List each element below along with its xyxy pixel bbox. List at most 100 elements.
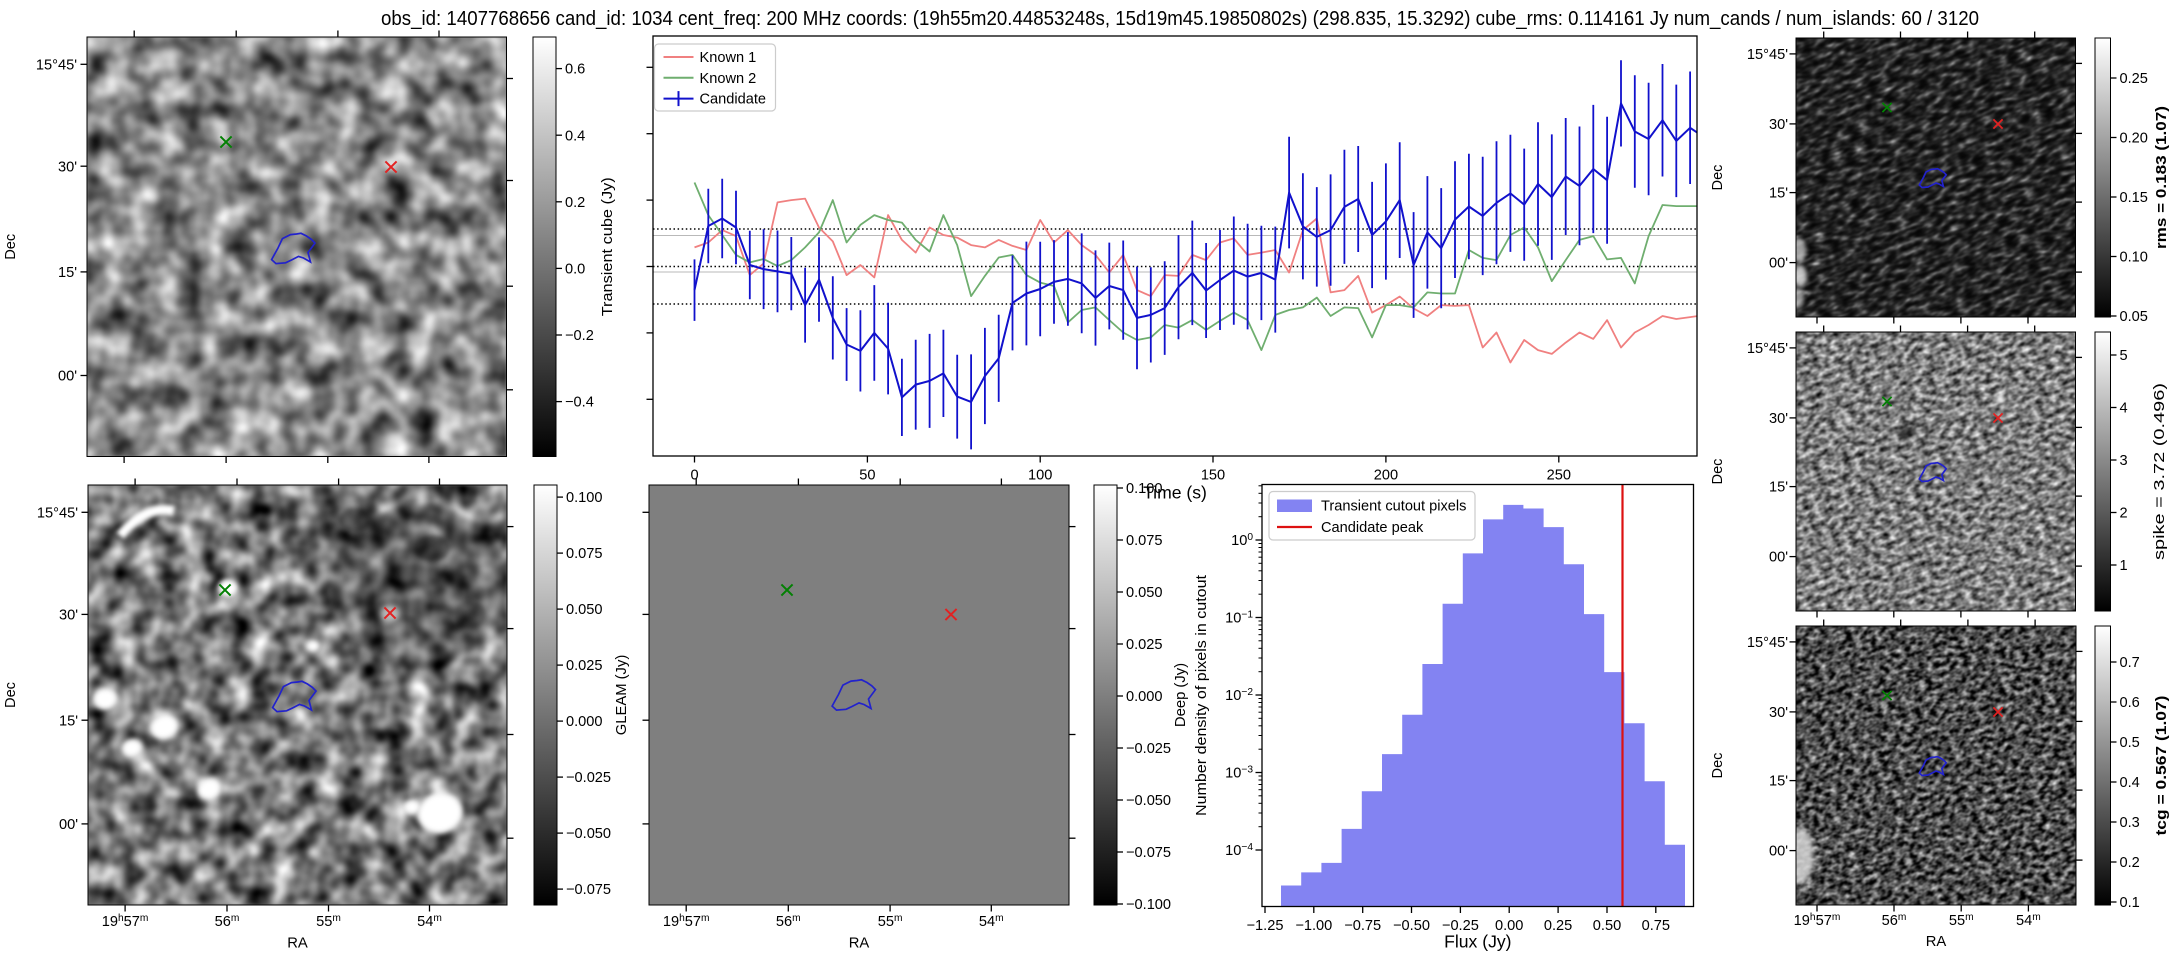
svg-text:−0.075: −0.075 [1126, 845, 1171, 861]
svg-text:rms = 0.183 (1.07): rms = 0.183 (1.07) [2154, 106, 2170, 249]
svg-text:250: 250 [1547, 468, 1571, 484]
svg-text:0.7: 0.7 [2120, 655, 2140, 671]
svg-text:Dec: Dec [1710, 459, 1726, 485]
svg-text:−0.100: −0.100 [1126, 897, 1171, 913]
svg-text:15°45': 15°45' [1747, 341, 1788, 357]
svg-text:RA: RA [1926, 934, 1947, 950]
svg-text:150: 150 [1201, 468, 1225, 484]
svg-text:0.50: 0.50 [1593, 918, 1621, 934]
svg-text:−0.075: −0.075 [566, 882, 611, 898]
svg-text:0.075: 0.075 [1126, 533, 1163, 549]
svg-text:15°45': 15°45' [1747, 47, 1788, 63]
svg-text:0.3: 0.3 [2120, 815, 2140, 831]
svg-text:0.10: 0.10 [2120, 250, 2148, 266]
svg-text:RA: RA [287, 936, 308, 952]
svg-text:GLEAM (Jy): GLEAM (Jy) [614, 655, 630, 736]
svg-text:Dec: Dec [1710, 753, 1726, 779]
svg-text:0.05: 0.05 [2120, 309, 2148, 325]
svg-text:−1.25: −1.25 [1247, 918, 1284, 934]
svg-text:5: 5 [2120, 348, 2128, 364]
svg-text:15': 15' [1769, 480, 1788, 496]
svg-text:00': 00' [58, 369, 77, 385]
svg-text:0.000: 0.000 [1126, 689, 1163, 705]
svg-text:0.2: 0.2 [2120, 855, 2140, 871]
svg-text:0.000: 0.000 [566, 714, 603, 730]
svg-text:00': 00' [1769, 256, 1788, 272]
svg-text:Number density of pixels in cu: Number density of pixels in cutout [1194, 575, 1210, 816]
svg-text:0.1: 0.1 [2120, 895, 2140, 911]
svg-text:obs_id: 1407768656 cand_id: 10: obs_id: 1407768656 cand_id: 1034 cent_fr… [381, 7, 1979, 30]
svg-text:0.5: 0.5 [2120, 735, 2140, 751]
svg-text:−0.75: −0.75 [1344, 918, 1381, 934]
svg-text:0.25: 0.25 [2120, 71, 2148, 87]
svg-text:−0.2: −0.2 [565, 328, 594, 344]
svg-text:30': 30' [1769, 117, 1788, 133]
svg-text:0.4: 0.4 [565, 128, 585, 144]
svg-text:4: 4 [2120, 401, 2128, 417]
svg-text:−0.4: −0.4 [565, 395, 594, 411]
svg-text:−1.00: −1.00 [1295, 918, 1332, 934]
svg-text:3: 3 [2120, 453, 2128, 469]
svg-text:0.6: 0.6 [565, 62, 585, 78]
svg-text:−0.50: −0.50 [1393, 918, 1430, 934]
svg-text:0.050: 0.050 [566, 602, 603, 618]
svg-text:spike = 3.72 (0.496): spike = 3.72 (0.496) [2152, 383, 2168, 560]
svg-text:−0.25: −0.25 [1442, 918, 1479, 934]
svg-text:Dec: Dec [3, 234, 19, 260]
svg-text:30': 30' [59, 608, 78, 624]
svg-text:Transient cutout pixels: Transient cutout pixels [1321, 499, 1466, 515]
svg-text:Dec: Dec [1710, 165, 1726, 191]
svg-text:30': 30' [1769, 705, 1788, 721]
svg-text:15°45': 15°45' [1747, 635, 1788, 651]
svg-text:Deep (Jy): Deep (Jy) [1173, 663, 1189, 727]
svg-text:30': 30' [58, 159, 77, 175]
svg-text:0.2: 0.2 [565, 195, 585, 211]
svg-text:15': 15' [1769, 186, 1788, 202]
svg-text:19h57m: 19h57m [1794, 912, 1841, 929]
svg-text:0.100: 0.100 [566, 490, 603, 506]
svg-text:30': 30' [1769, 411, 1788, 427]
svg-text:00': 00' [1769, 844, 1788, 860]
svg-text:0.75: 0.75 [1642, 918, 1670, 934]
svg-text:15': 15' [58, 265, 77, 281]
svg-text:15': 15' [59, 713, 78, 729]
svg-text:−0.025: −0.025 [566, 770, 611, 786]
svg-text:0.100: 0.100 [1126, 481, 1163, 497]
svg-text:15°45': 15°45' [37, 505, 78, 521]
svg-text:Dec: Dec [3, 682, 19, 708]
svg-text:15': 15' [1769, 774, 1788, 790]
svg-text:0.4: 0.4 [2120, 775, 2140, 791]
svg-text:15°45': 15°45' [36, 57, 77, 73]
svg-text:19h57m: 19h57m [102, 913, 149, 930]
svg-text:0.025: 0.025 [566, 658, 603, 674]
svg-text:0.15: 0.15 [2120, 190, 2148, 206]
svg-text:200: 200 [1374, 468, 1398, 484]
svg-text:Known 2: Known 2 [700, 71, 757, 87]
svg-text:0.0: 0.0 [565, 262, 585, 278]
svg-text:tcg = 0.567 (1.07): tcg = 0.567 (1.07) [2154, 695, 2170, 835]
svg-text:00': 00' [1769, 550, 1788, 566]
svg-text:2: 2 [2120, 506, 2128, 522]
svg-text:50: 50 [859, 468, 875, 484]
svg-text:0.050: 0.050 [1126, 585, 1163, 601]
svg-text:0.075: 0.075 [566, 546, 603, 562]
svg-text:Candidate peak: Candidate peak [1321, 520, 1424, 536]
svg-text:0.25: 0.25 [1544, 918, 1572, 934]
svg-text:100: 100 [1028, 468, 1052, 484]
svg-text:RA: RA [849, 936, 870, 952]
svg-text:0.025: 0.025 [1126, 637, 1163, 653]
svg-text:Transient cube (Jy): Transient cube (Jy) [600, 177, 616, 316]
svg-text:−0.025: −0.025 [1126, 741, 1171, 757]
svg-text:−0.050: −0.050 [1126, 793, 1171, 809]
svg-text:00': 00' [59, 817, 78, 833]
svg-text:Candidate: Candidate [700, 92, 767, 108]
svg-text:1: 1 [2120, 558, 2128, 574]
svg-text:Flux (Jy): Flux (Jy) [1444, 932, 1511, 952]
svg-text:Time (s): Time (s) [1143, 483, 1207, 503]
svg-text:−0.050: −0.050 [566, 826, 611, 842]
svg-text:0.6: 0.6 [2120, 695, 2140, 711]
svg-text:19h57m: 19h57m [663, 913, 710, 930]
svg-text:0: 0 [690, 468, 698, 484]
svg-text:Known 1: Known 1 [700, 50, 757, 66]
svg-text:0.00: 0.00 [1495, 918, 1523, 934]
